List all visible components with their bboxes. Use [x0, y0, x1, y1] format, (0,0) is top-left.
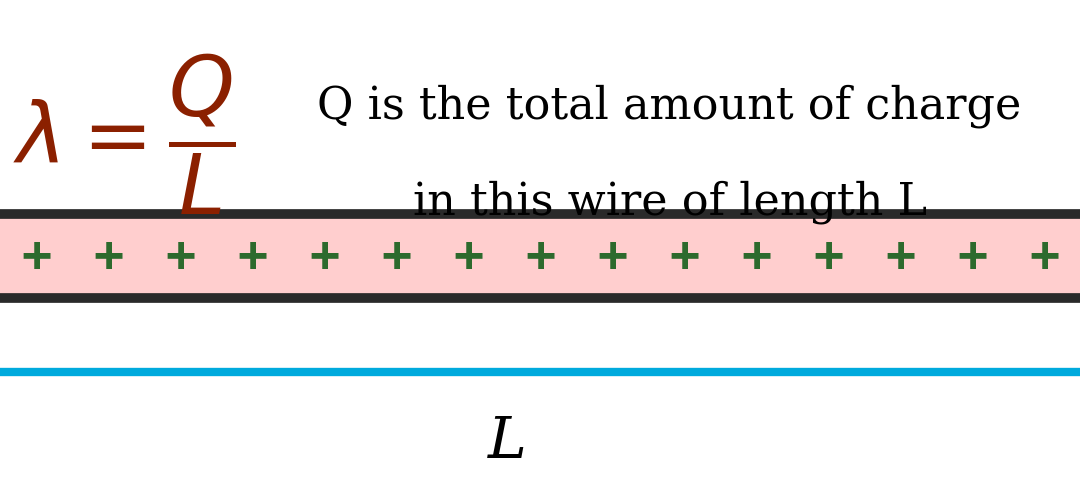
Text: +: + — [165, 233, 195, 281]
Text: in this wire of length L: in this wire of length L — [413, 180, 927, 223]
Text: +: + — [525, 233, 555, 281]
Text: +: + — [741, 233, 771, 281]
Text: +: + — [813, 233, 843, 281]
Text: Q is the total amount of charge: Q is the total amount of charge — [318, 84, 1022, 127]
Text: L: L — [488, 413, 527, 470]
Text: +: + — [93, 233, 123, 281]
Text: +: + — [885, 233, 915, 281]
Text: +: + — [453, 233, 483, 281]
Text: +: + — [669, 233, 699, 281]
Text: +: + — [309, 233, 339, 281]
Text: +: + — [21, 233, 51, 281]
Text: +: + — [1029, 233, 1059, 281]
Text: +: + — [597, 233, 627, 281]
Text: $\lambda = \dfrac{Q}{L}$: $\lambda = \dfrac{Q}{L}$ — [13, 52, 235, 217]
Bar — [0, 215, 1080, 299]
Text: +: + — [957, 233, 987, 281]
Text: +: + — [381, 233, 411, 281]
Text: +: + — [237, 233, 267, 281]
